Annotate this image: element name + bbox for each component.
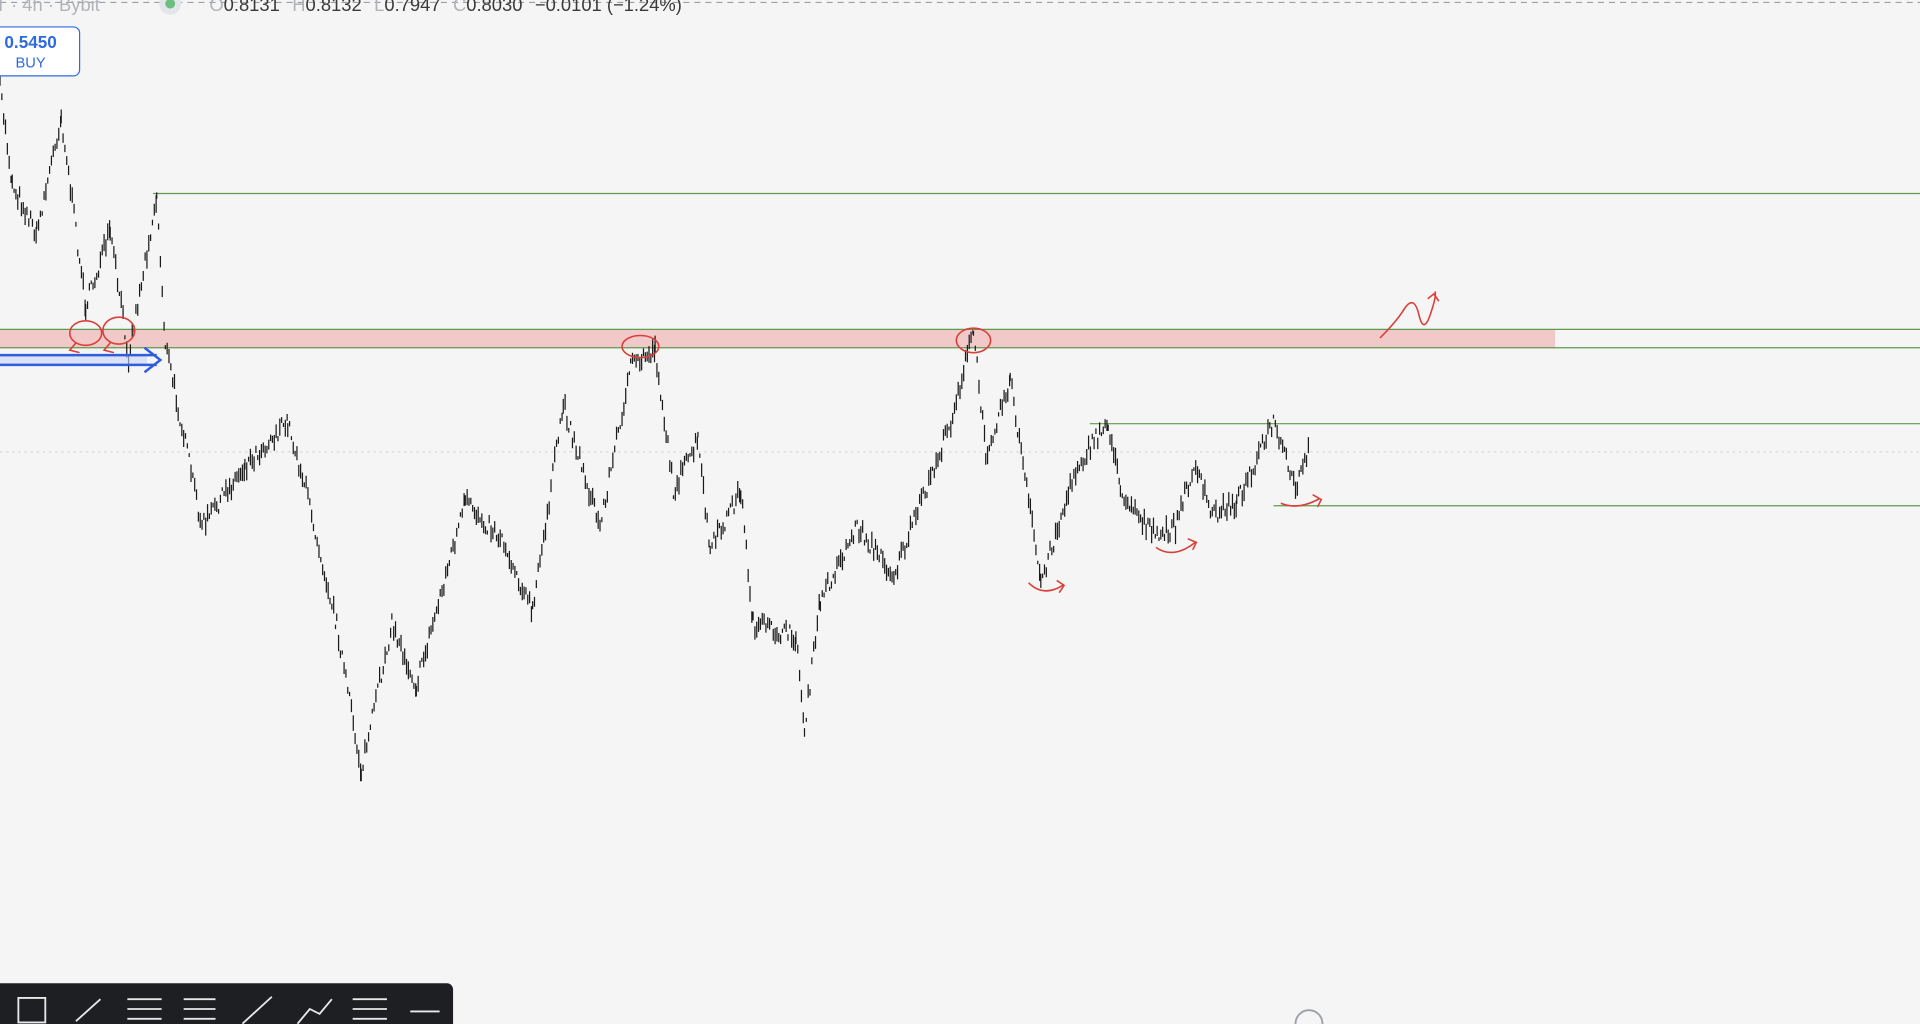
fib-tool[interactable] [127, 998, 162, 1020]
price-candles [0, 68, 1309, 782]
ohlc-label: L [374, 0, 384, 15]
ohlc-value: 0.8030 [466, 0, 522, 15]
drawing-toolbar [0, 983, 454, 1024]
buy-button-box[interactable] [0, 26, 81, 77]
forecast-squiggle [1379, 291, 1440, 339]
channel-tool[interactable] [183, 998, 216, 1020]
circle-mark [102, 316, 136, 345]
position-band [0, 353, 147, 367]
ray-tool[interactable] [241, 996, 273, 1024]
rectangle-tool[interactable] [17, 997, 47, 1024]
ohlc-label: O [209, 0, 223, 15]
buy-label[interactable]: BUY [16, 55, 46, 71]
ohlc: O0.8131 H0.8132 L0.7947 C0.8030 −0.0101 … [209, 0, 681, 15]
blue-arrow [0, 346, 163, 374]
arrow-mark [68, 342, 115, 354]
clock-icon[interactable] [1294, 1009, 1324, 1024]
circle-mark [955, 327, 992, 354]
lines-tool[interactable] [352, 998, 387, 1020]
ohlc-label: C [453, 0, 466, 15]
arrow-mark [1155, 538, 1198, 554]
circle-mark [621, 334, 660, 359]
symbol: T · 4h · Bybit [0, 0, 100, 15]
ohlc-label: H [292, 0, 305, 15]
trendline-tool[interactable] [75, 998, 102, 1022]
ohlc-value: 0.7947 [384, 0, 440, 15]
resistance-zone [0, 329, 1556, 348]
status-dot [165, 0, 176, 9]
ohlc-value: 0.8132 [306, 0, 362, 15]
annotations [68, 291, 1440, 594]
circle-mark [69, 320, 103, 347]
buy-price[interactable]: 0.5450 [4, 32, 56, 52]
brush-tool[interactable] [296, 998, 333, 1024]
arrow-mark [1028, 579, 1066, 594]
arrow-mark [1280, 494, 1323, 508]
ohlc-change: −0.0101 (−1.24%) [535, 0, 682, 15]
candle-wicks [0, 68, 1309, 782]
toolbar-bg [0, 983, 454, 1024]
buy-button[interactable]: 0.5450 BUY [0, 26, 81, 77]
ohlc-value: 0.8131 [224, 0, 280, 15]
